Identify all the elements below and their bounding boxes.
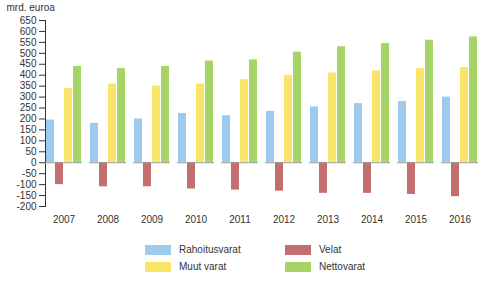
svg-text:450: 450 — [20, 58, 37, 69]
svg-text:350: 350 — [20, 80, 37, 91]
svg-text:550: 550 — [20, 37, 37, 48]
html-text:Nettovarat: Nettovarat — [319, 261, 366, 272]
svg-text:2013: 2013 — [317, 214, 340, 225]
svg-text:2014: 2014 — [361, 214, 384, 225]
svg-text:2016: 2016 — [449, 214, 472, 225]
svg-text:mrd. euroa: mrd. euroa — [7, 2, 56, 13]
html-text:Muut varat: Muut varat — [179, 261, 227, 272]
svg-text:2015: 2015 — [405, 214, 428, 225]
svg-text:250: 250 — [20, 102, 37, 113]
svg-text:150: 150 — [20, 124, 37, 135]
svg-text:2009: 2009 — [141, 214, 164, 225]
svg-text:2011: 2011 — [229, 214, 251, 225]
svg-text:2007: 2007 — [53, 214, 76, 225]
svg-text:650: 650 — [20, 15, 37, 26]
svg-text:-100: -100 — [16, 179, 36, 190]
svg-text:2010: 2010 — [185, 214, 208, 225]
svg-text:-150: -150 — [16, 190, 36, 201]
svg-text:400: 400 — [20, 69, 37, 80]
html-text:Velat: Velat — [319, 244, 342, 255]
svg-text:600: 600 — [20, 26, 37, 37]
svg-text:-50: -50 — [22, 168, 37, 179]
svg-text:200: 200 — [20, 113, 37, 124]
svg-text:300: 300 — [20, 91, 37, 102]
svg-text:0: 0 — [31, 157, 37, 168]
svg-text:2012: 2012 — [273, 214, 296, 225]
svg-text:100: 100 — [20, 135, 37, 146]
svg-text:2008: 2008 — [97, 214, 120, 225]
html-text:Rahoitusvarat: Rahoitusvarat — [179, 244, 241, 255]
svg-text:500: 500 — [20, 48, 37, 59]
svg-text:50: 50 — [25, 146, 37, 157]
svg-text:-200: -200 — [16, 201, 36, 212]
